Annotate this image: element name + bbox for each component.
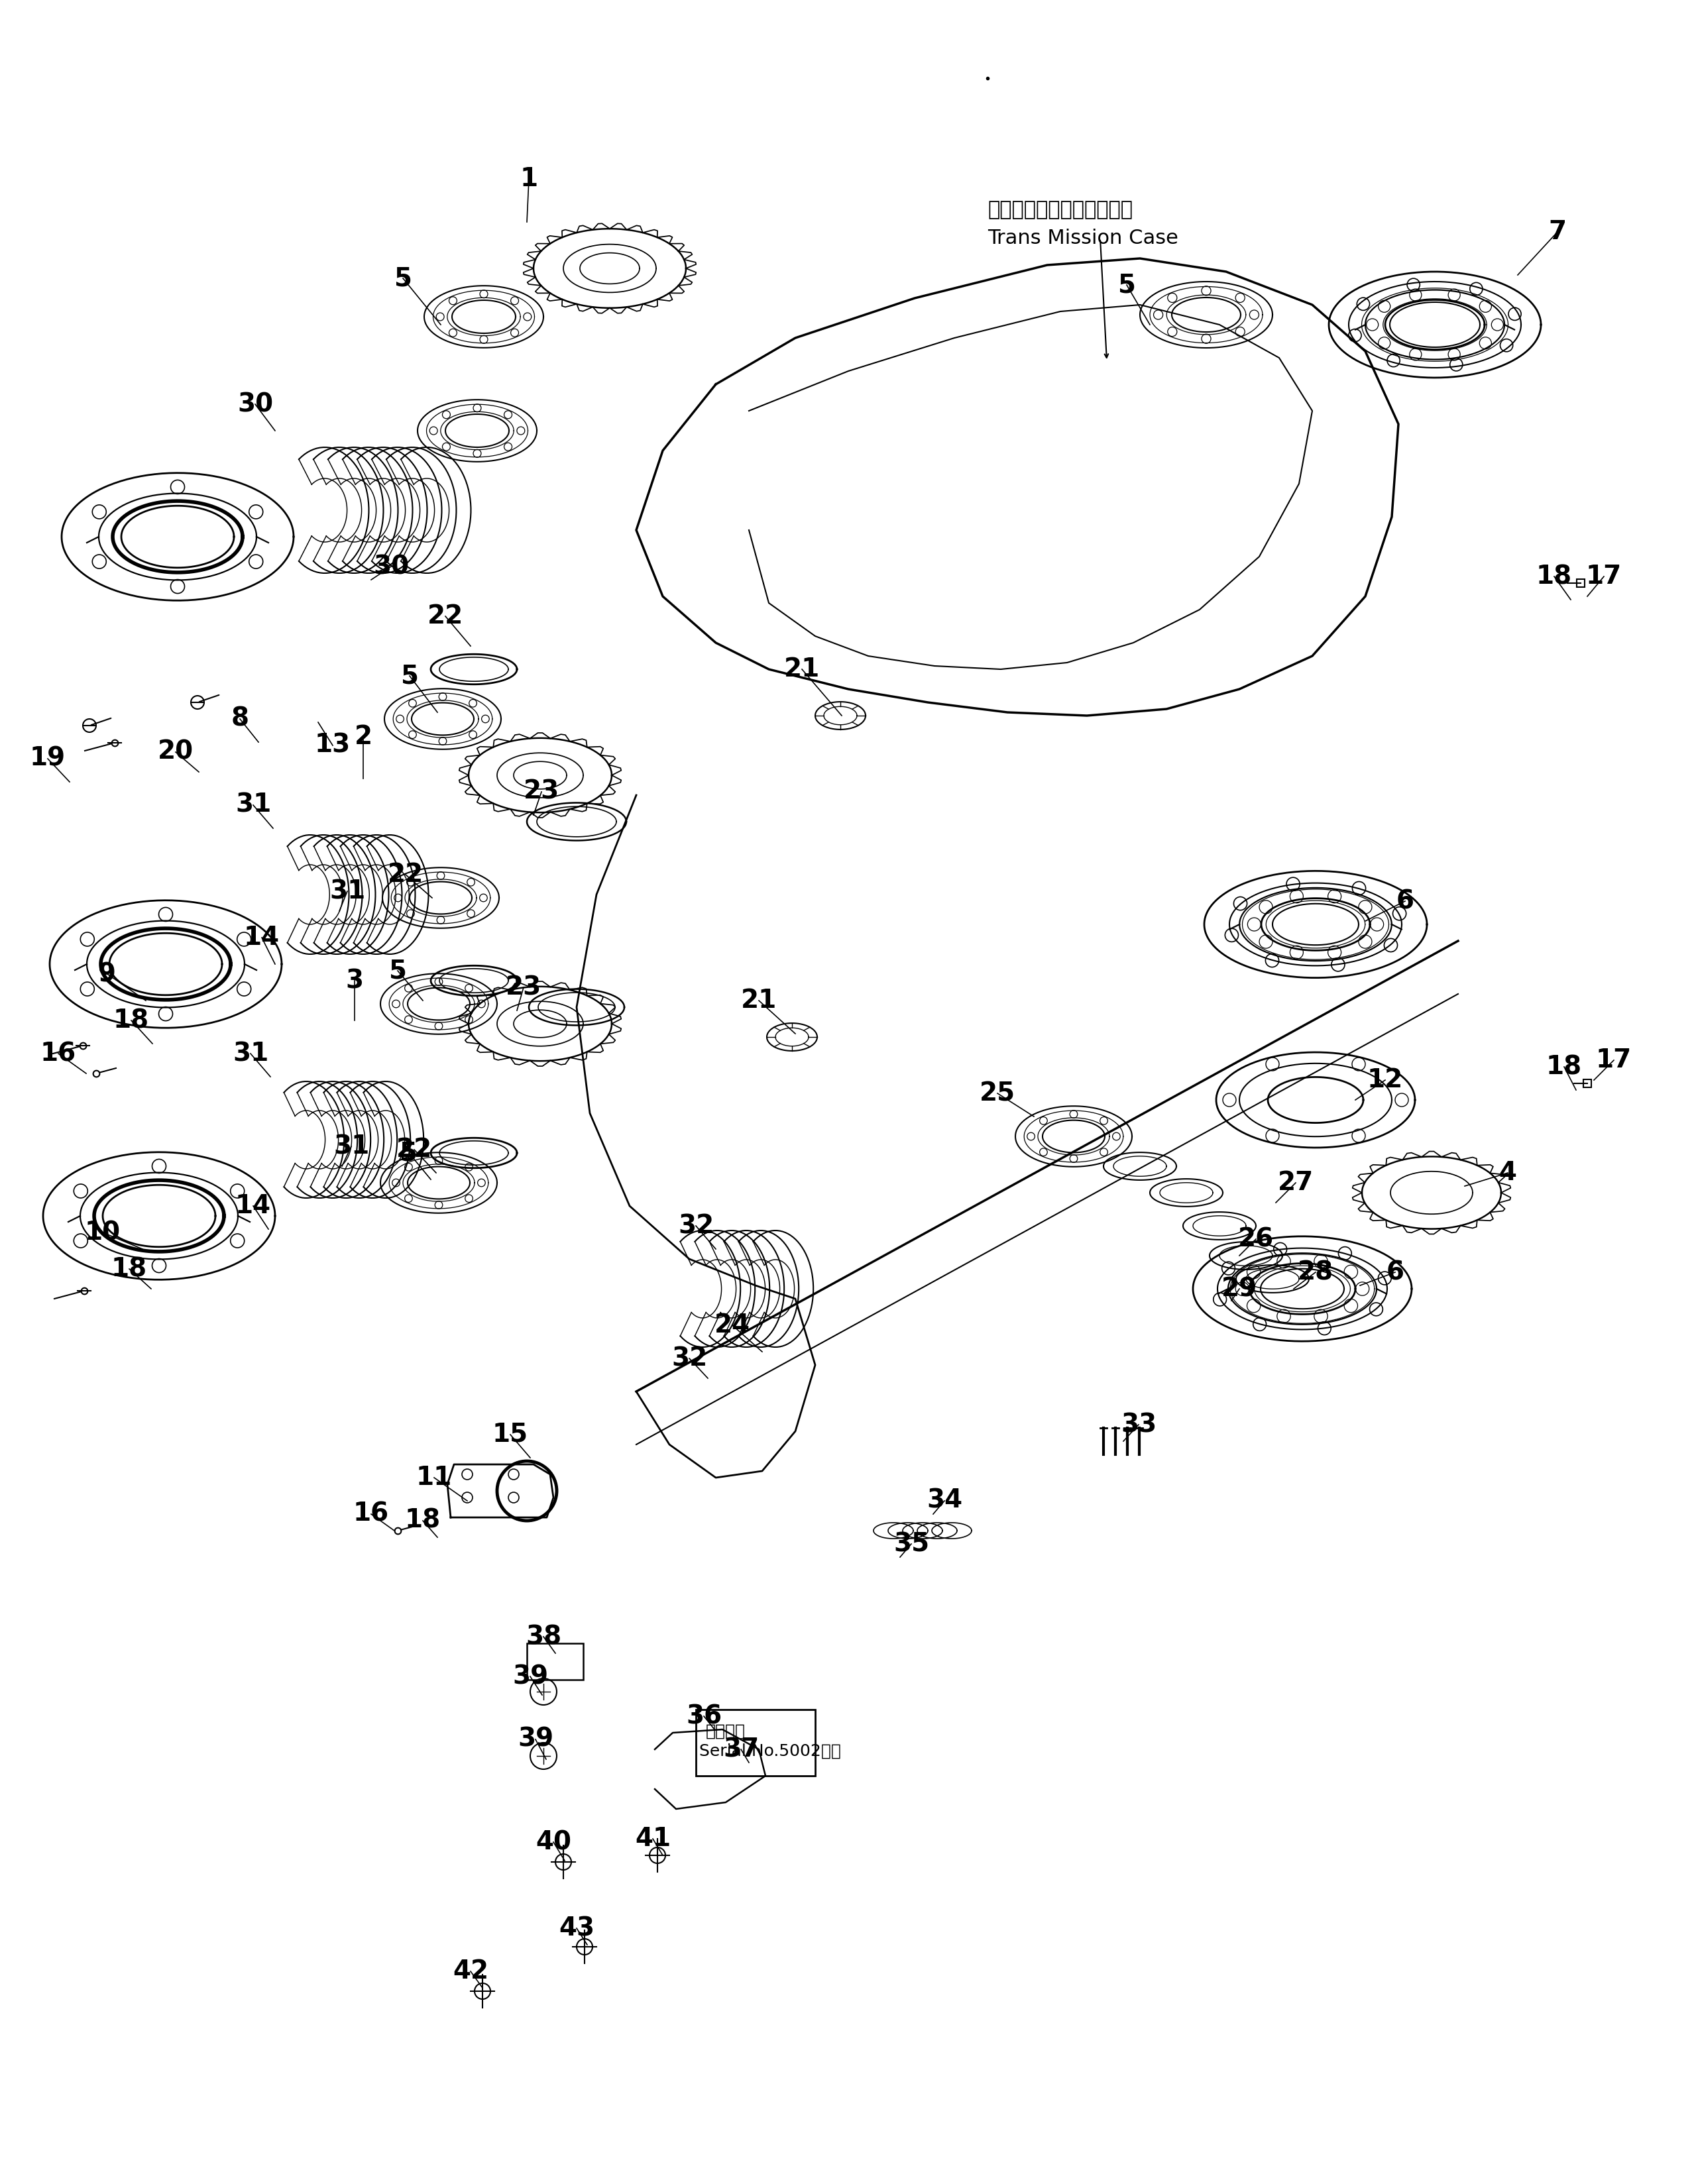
Text: 19: 19: [31, 747, 66, 771]
Text: 18: 18: [1547, 1055, 1582, 1079]
Text: 31: 31: [232, 1042, 268, 1066]
Text: 41: 41: [634, 1826, 670, 1852]
Text: 17: 17: [1596, 1048, 1632, 1072]
Text: 30: 30: [373, 555, 409, 579]
Text: 16: 16: [41, 1042, 76, 1066]
Text: 8: 8: [231, 705, 249, 732]
Text: 4: 4: [1499, 1160, 1516, 1186]
Text: 適用号機: 適用号機: [706, 1723, 746, 1738]
Text: 5: 5: [1118, 273, 1136, 297]
Text: 1: 1: [521, 166, 538, 192]
Text: 42: 42: [453, 1959, 488, 1983]
Text: 3: 3: [346, 968, 363, 994]
Text: 30: 30: [237, 391, 273, 417]
Text: 25: 25: [980, 1081, 1016, 1105]
Text: 31: 31: [334, 1133, 370, 1160]
Text: 5: 5: [400, 664, 419, 688]
Text: 36: 36: [685, 1704, 722, 1730]
Text: 29: 29: [1221, 1275, 1257, 1302]
Text: 7: 7: [1548, 218, 1567, 245]
Text: 16: 16: [353, 1503, 388, 1527]
Text: 34: 34: [926, 1487, 962, 1514]
Text: トランスミッションケース: トランスミッションケース: [987, 201, 1133, 218]
Text: 27: 27: [1277, 1171, 1314, 1195]
Text: 15: 15: [492, 1422, 527, 1448]
Text: 32: 32: [672, 1345, 707, 1372]
Text: 18: 18: [114, 1007, 149, 1033]
Text: 11: 11: [416, 1465, 453, 1489]
Text: 39: 39: [517, 1728, 553, 1752]
Text: 14: 14: [236, 1192, 271, 1219]
Text: 21: 21: [741, 987, 777, 1013]
Text: Serial No.5002～・: Serial No.5002～・: [699, 1743, 841, 1760]
Text: 10: 10: [85, 1221, 120, 1245]
Text: 38: 38: [526, 1625, 561, 1649]
Text: 26: 26: [1238, 1227, 1274, 1251]
Text: Trans Mission Case: Trans Mission Case: [987, 229, 1179, 247]
Text: 2: 2: [354, 725, 371, 749]
Text: 39: 39: [512, 1664, 548, 1688]
Text: 13: 13: [315, 734, 351, 758]
Text: 5: 5: [393, 266, 412, 290]
Text: 18: 18: [1537, 563, 1572, 590]
Text: 40: 40: [536, 1830, 572, 1854]
Text: 18: 18: [112, 1256, 148, 1282]
Text: 22: 22: [388, 863, 424, 887]
Text: 28: 28: [1297, 1260, 1333, 1284]
Text: 31: 31: [236, 793, 271, 817]
Text: 31: 31: [329, 878, 365, 904]
Text: 32: 32: [678, 1214, 714, 1238]
Text: 43: 43: [558, 1915, 595, 1942]
Text: 6: 6: [1396, 889, 1414, 913]
Text: 9: 9: [98, 961, 117, 987]
Text: 33: 33: [1121, 1413, 1157, 1437]
Text: 23: 23: [505, 974, 541, 1000]
Text: 18: 18: [405, 1509, 441, 1533]
Text: 17: 17: [1586, 563, 1621, 590]
Bar: [527, 1642, 583, 1679]
Text: 5: 5: [400, 1140, 417, 1166]
Text: 14: 14: [244, 926, 280, 950]
Text: 23: 23: [524, 780, 560, 804]
Text: 21: 21: [784, 657, 819, 681]
Text: 20: 20: [158, 740, 193, 764]
Text: 12: 12: [1367, 1068, 1403, 1092]
Text: 22: 22: [427, 603, 463, 629]
Bar: [695, 1710, 816, 1776]
Text: 37: 37: [722, 1736, 758, 1762]
Text: 5: 5: [388, 959, 407, 983]
Text: 35: 35: [894, 1531, 929, 1557]
Text: 24: 24: [714, 1313, 750, 1339]
Text: 22: 22: [397, 1138, 432, 1162]
Text: 6: 6: [1386, 1260, 1404, 1284]
